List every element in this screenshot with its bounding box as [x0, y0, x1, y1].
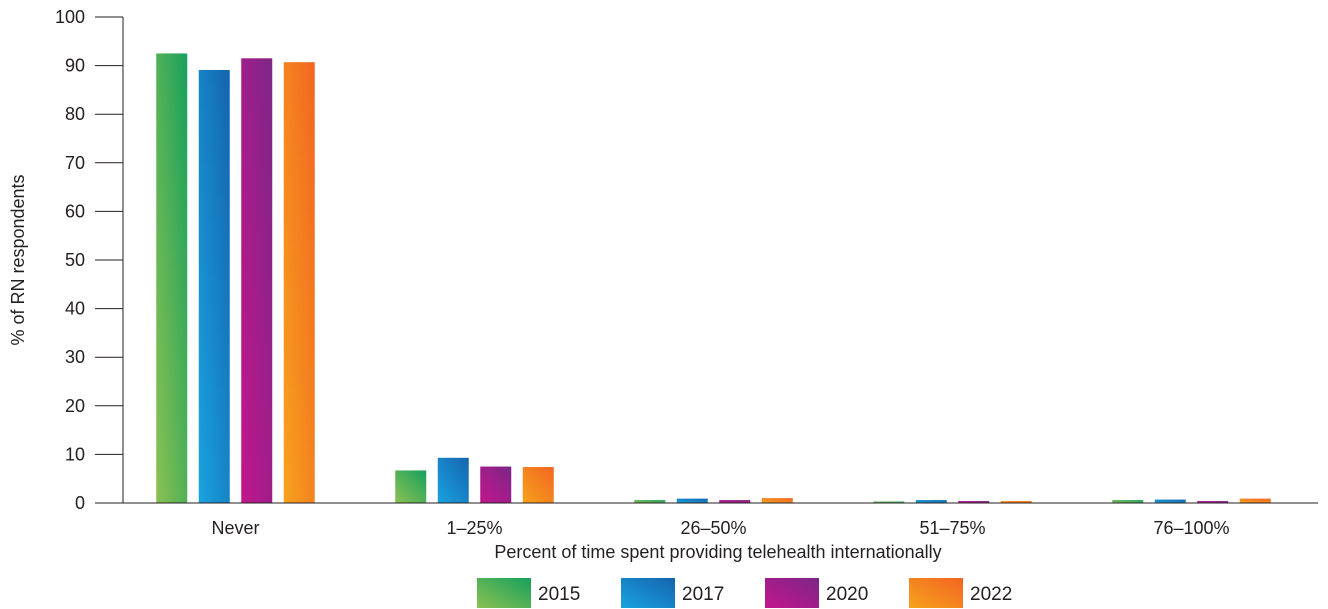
bar-2015-3 [873, 501, 905, 503]
x-axis-tick-labels: Never 1–25% 26–50% 51–75% 76–100% [211, 518, 1229, 538]
y-tick-label: 40 [65, 299, 85, 319]
bar-2017-2 [676, 498, 708, 503]
y-tick-label: 0 [75, 493, 85, 513]
x-tick-label: 76–100% [1153, 518, 1229, 538]
x-tick-label: 26–50% [680, 518, 746, 538]
x-tick-label: Never [211, 518, 259, 538]
bar-2015-0 [156, 53, 188, 503]
bar-2022-3 [1000, 501, 1032, 503]
y-tick-label: 30 [65, 347, 85, 367]
x-tick-label: 1–25% [446, 518, 502, 538]
legend-label: 2017 [682, 584, 724, 605]
bar-2017-4 [1154, 499, 1186, 503]
bar-2017-1 [437, 457, 469, 503]
bar-2017-0 [198, 69, 230, 503]
bar-2015-4 [1112, 500, 1144, 503]
x-tick-label: 51–75% [919, 518, 985, 538]
legend-label: 2015 [538, 584, 580, 605]
y-tick-label: 100 [55, 7, 85, 27]
y-tick-label: 70 [65, 153, 85, 173]
y-tick-label: 20 [65, 396, 85, 416]
legend: 2015 2017 2020 2022 [477, 578, 1012, 608]
bar-2020-4 [1197, 501, 1229, 503]
bar-2022-1 [522, 467, 554, 503]
y-tick-label: 60 [65, 201, 85, 221]
y-tick-label: 90 [65, 56, 85, 76]
bar-2015-2 [634, 500, 666, 503]
bar-2022-2 [761, 498, 793, 503]
y-tick-label: 10 [65, 444, 85, 464]
legend-label: 2022 [970, 584, 1012, 605]
bar-2017-3 [915, 500, 947, 503]
legend-swatch-2015 [477, 578, 531, 608]
y-axis-ticks: 0 10 20 30 40 50 60 70 80 90 100 [55, 7, 123, 513]
legend-label: 2020 [826, 584, 868, 605]
bar-2020-3 [958, 501, 990, 503]
bar-2020-2 [719, 500, 751, 503]
y-tick-label: 80 [65, 104, 85, 124]
bar-2022-4 [1239, 498, 1271, 503]
bars-group [156, 53, 1271, 504]
legend-swatch-2020 [765, 578, 819, 608]
x-axis-title: Percent of time spent providing teleheal… [494, 542, 941, 562]
bar-2020-1 [480, 466, 512, 503]
legend-swatch-2022 [909, 578, 963, 608]
legend-swatch-2017 [621, 578, 675, 608]
y-tick-label: 50 [65, 250, 85, 270]
bar-2015-1 [395, 470, 427, 503]
y-axis-title: % of RN respondents [8, 174, 28, 345]
bar-2020-0 [241, 58, 273, 504]
bar-2022-0 [283, 62, 315, 503]
